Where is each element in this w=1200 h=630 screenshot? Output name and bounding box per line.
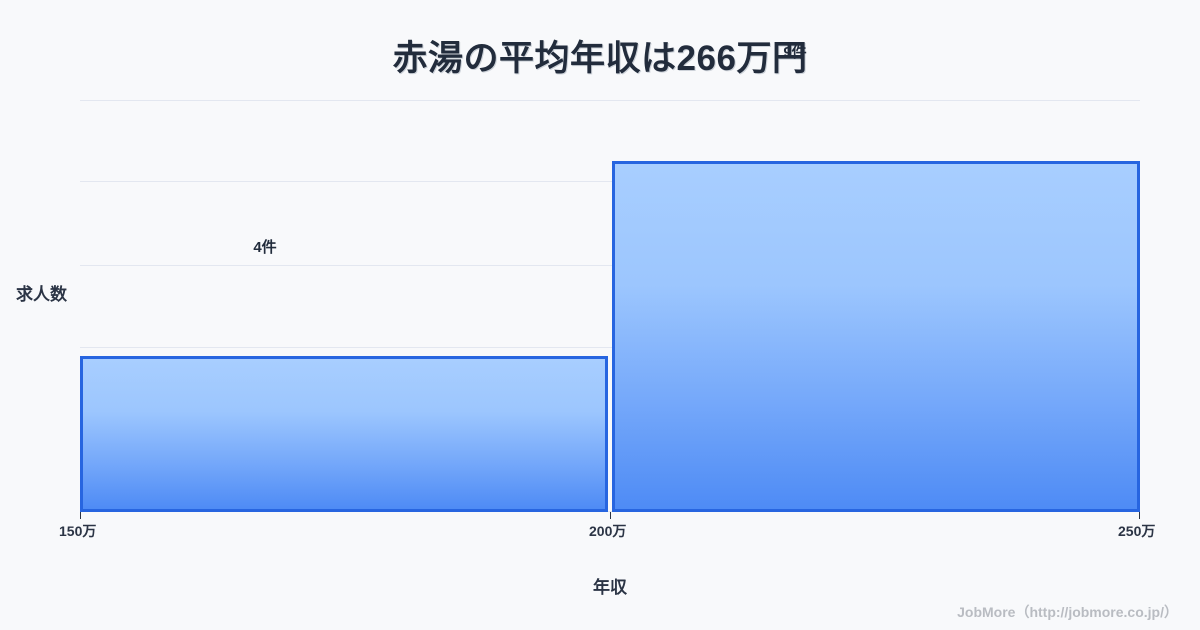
bar-value-label: 4件 <box>253 239 277 256</box>
x-axis-label: 年収 <box>593 578 627 597</box>
gridline <box>80 265 1140 266</box>
x-tick-label: 200万 <box>589 523 627 539</box>
y-axis-label: 求人数 <box>16 285 67 304</box>
bar-150man[interactable] <box>80 356 608 512</box>
gridline <box>80 100 1140 101</box>
x-tick-label: 250万 <box>1118 523 1156 539</box>
gridline <box>80 347 1140 348</box>
chart-title: 赤湯の平均年収は266万円 <box>392 39 808 78</box>
x-tick-mark <box>1139 512 1140 519</box>
gridline <box>80 181 1140 182</box>
x-tick-mark <box>610 512 611 519</box>
plot-area <box>80 100 1140 512</box>
x-tick-mark <box>80 512 81 519</box>
x-tick-label: 150万 <box>59 523 97 539</box>
bar-200man[interactable] <box>612 161 1140 512</box>
gridline <box>80 511 1140 512</box>
bar-value-label: 9件 <box>783 44 807 61</box>
watermark-credit: JobMore（http://jobmore.co.jp/） <box>957 604 1178 620</box>
